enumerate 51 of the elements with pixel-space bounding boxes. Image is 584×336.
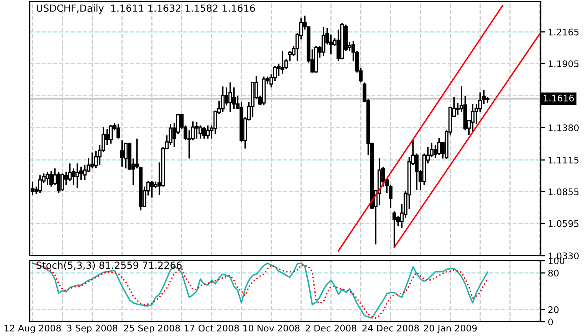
candlestick — [232, 86, 236, 110]
candlestick — [438, 138, 442, 156]
y-tick-label: 100 — [548, 258, 565, 265]
x-tick-label: 3 Sep 2008 — [67, 324, 118, 334]
line-series — [32, 262, 489, 320]
y-tick-label: 1.0855 — [548, 188, 579, 196]
y-tick-label: 20 — [548, 306, 559, 314]
candlestick — [116, 123, 120, 140]
candlestick — [83, 164, 87, 181]
candlestick — [392, 210, 396, 249]
x-tick-label: 24 Dec 2008 — [362, 324, 420, 332]
y-tick-label: 80 — [548, 270, 559, 277]
candlestick — [60, 172, 64, 192]
y-tick-label: 1.2165 — [548, 28, 579, 36]
candlestick — [202, 126, 206, 140]
candlestick — [221, 86, 225, 114]
x-tick-label: 12 Aug 2008 — [4, 324, 62, 334]
candlestick — [124, 142, 128, 170]
candlestick — [109, 124, 113, 145]
candlestick — [50, 170, 54, 188]
candlestick — [471, 104, 475, 133]
candlestick — [280, 50, 285, 76]
y-tick-label: 1.1905 — [548, 60, 579, 68]
x-tick-label: 17 Oct 2008 — [184, 324, 240, 332]
candlestick — [72, 168, 76, 186]
y-tick-label: 0 — [548, 318, 554, 326]
candlestick — [150, 180, 154, 198]
candlestick — [90, 152, 94, 170]
candlestick — [206, 125, 210, 140]
chart-title: USDCHF,Daily 1.1611 1.1632 1.1582 1.1616 — [36, 4, 256, 14]
candlestick — [262, 76, 266, 106]
ref-line-label: 1.1616 — [544, 94, 574, 102]
candlestick — [322, 26, 326, 57]
candlestick — [120, 140, 124, 168]
candlestick — [76, 162, 80, 190]
candlestick — [46, 171, 50, 186]
y-tick-label: 1.1380 — [548, 124, 579, 132]
x-tick-label: 2 Dec 2008 — [306, 324, 357, 332]
y-tick-label: 1.0595 — [548, 220, 579, 228]
x-tick-label: 25 Sep 2008 — [124, 324, 180, 334]
candlestick — [228, 82, 232, 114]
candlestick — [168, 123, 173, 146]
candlestick — [38, 174, 42, 194]
x-tick-label: 20 Jan 2009 — [424, 324, 477, 334]
candlestick — [195, 122, 199, 140]
candlestick — [198, 125, 203, 140]
y-tick-label: 1.1115 — [548, 157, 579, 164]
candlestick — [68, 162, 72, 182]
x-tick-label: 10 Nov 2008 — [244, 324, 300, 332]
candlestick — [57, 171, 61, 194]
y-tick-label: 1.0330 — [548, 252, 579, 260]
